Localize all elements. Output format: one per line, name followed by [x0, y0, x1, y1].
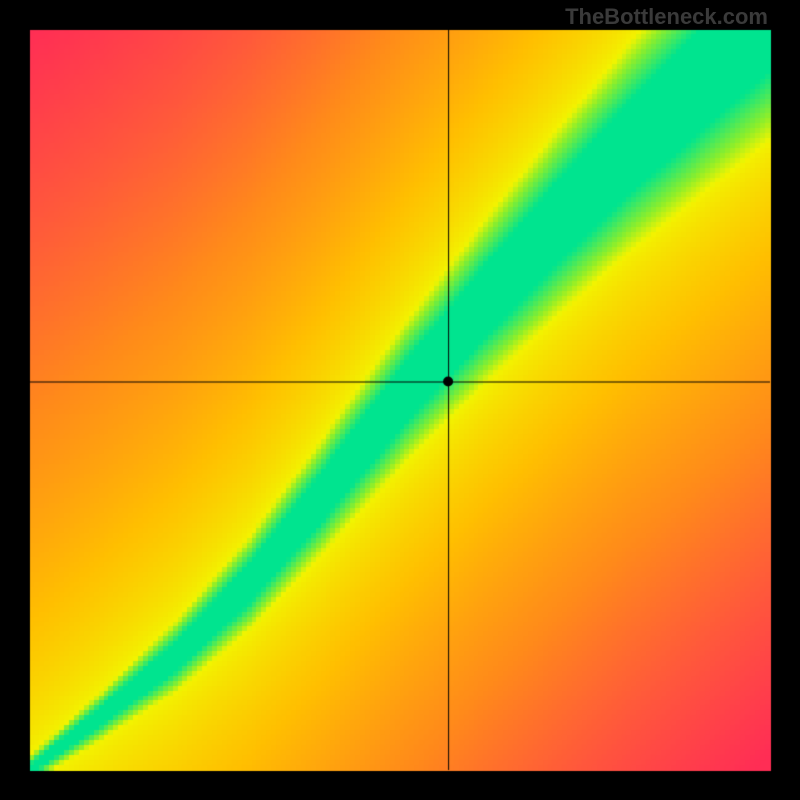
watermark-text: TheBottleneck.com	[565, 4, 768, 30]
bottleneck-heatmap	[0, 0, 800, 800]
chart-container: TheBottleneck.com	[0, 0, 800, 800]
